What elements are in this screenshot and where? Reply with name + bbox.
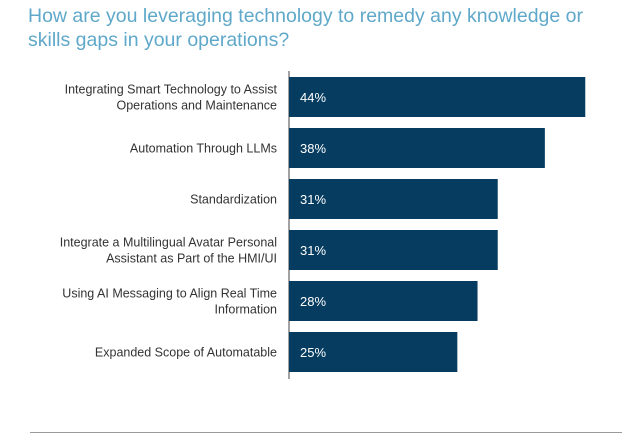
bar [289, 77, 586, 117]
chart-title: How are you leveraging technology to rem… [28, 5, 583, 51]
bar-value-label: 25% [300, 345, 326, 360]
bottom-divider [30, 432, 622, 433]
category-label: Expanded Scope of Automatable [95, 346, 277, 360]
category-label: Information [214, 303, 277, 317]
bar-value-label: 28% [300, 294, 326, 309]
category-label: Standardization [190, 193, 277, 207]
bar-value-label: 31% [300, 192, 326, 207]
bar [289, 281, 478, 321]
category-label: Integrate a Multilingual Avatar Personal [60, 236, 277, 250]
bar-value-label: 38% [300, 141, 326, 156]
bar-value-label: 31% [300, 243, 326, 258]
bar [289, 128, 545, 168]
category-label: Automation Through LLMs [130, 142, 277, 156]
category-label: Operations and Maintenance [116, 99, 277, 113]
bar-value-label: 44% [300, 90, 326, 105]
category-label: Assistant as Part of the HMI/UI [106, 252, 277, 266]
bar [289, 230, 498, 270]
category-label: Using AI Messaging to Align Real Time [62, 287, 277, 301]
bar [289, 332, 458, 372]
bar [289, 179, 498, 219]
category-label: Integrating Smart Technology to Assist [65, 83, 278, 97]
